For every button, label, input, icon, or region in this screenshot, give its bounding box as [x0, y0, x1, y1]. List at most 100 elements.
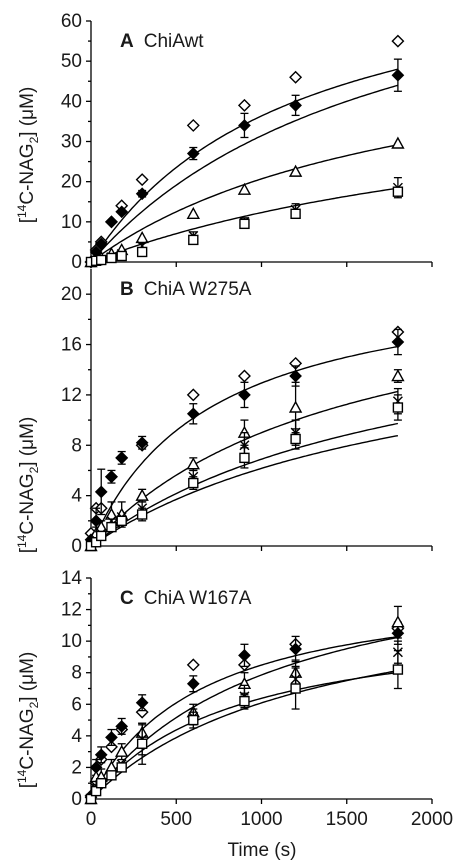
data-point-open-square [106, 770, 117, 781]
panel-name: ChiA W275A [144, 279, 252, 300]
y-tick-label: 20 [61, 284, 82, 305]
data-point-filled-diamond [94, 485, 108, 499]
x-tick-label: 500 [160, 809, 192, 830]
x-tick-label: 1000 [240, 809, 282, 830]
y-axis-title-part: ] (μM) [17, 417, 38, 467]
x-tick-label: 0 [86, 809, 97, 830]
panel-B: 0 4 8 12 16 20 B ChiA W275A [61, 269, 433, 557]
data-point-filled-diamond [391, 68, 405, 82]
data-point-filled-diamond [186, 407, 200, 421]
data-point-open-diamond [186, 118, 200, 132]
panel-A: 0 10 20 30 40 50 60 A ChiAwt [61, 11, 433, 273]
data-point-open-square [290, 208, 301, 220]
y-axis-title-part: 14 [15, 769, 29, 783]
data-point-open-diamond [186, 388, 200, 402]
data-point-open-square [106, 521, 117, 533]
y-tick-label: 10 [61, 631, 82, 652]
y-axis-title-part: [ [17, 217, 38, 223]
data-point-open-square [239, 695, 250, 707]
data-point-open-diamond [186, 658, 200, 672]
x-tick-label: 1500 [326, 809, 368, 830]
data-point-filled-diamond [238, 119, 251, 132]
series-square-open [85, 394, 404, 552]
data-point-open-square [392, 402, 404, 413]
data-point-open-triangle [391, 136, 405, 149]
data-point-open-square [239, 452, 250, 464]
y-tick-label: 8 [71, 663, 82, 684]
data-point-filled-diamond [238, 388, 251, 402]
y-tick-label: 4 [71, 486, 82, 507]
data-point-open-square [116, 250, 127, 262]
y-tick-label: 8 [71, 435, 82, 456]
y-tick-label: 0 [71, 789, 82, 810]
data-point-open-triangle [186, 457, 200, 470]
data-point-filled-diamond [89, 514, 103, 528]
panel-letter: A [120, 31, 134, 52]
y-axis-title-part: 2 [27, 701, 41, 708]
data-point-open-square [392, 664, 404, 675]
y-axis-title-part: C-NAG [17, 473, 38, 534]
fit-curve [90, 68, 399, 263]
y-axis-title-part: [ [17, 782, 38, 788]
data-point-open-square [96, 254, 107, 266]
y-axis-title-top: [14C-NAG2] (μM) [15, 87, 41, 224]
data-point-open-square [116, 515, 127, 527]
y-tick-label: 6 [71, 694, 82, 715]
data-point-open-diamond [289, 70, 303, 84]
data-point-open-triangle [104, 507, 119, 520]
y-tick-label: 60 [61, 11, 82, 32]
y-axis-title-bottom: [14C-NAG2] (μM) [15, 652, 41, 789]
series-square-open [85, 186, 404, 268]
data-point-open-square [290, 683, 301, 694]
data-point-filled-diamond [391, 335, 405, 349]
y-tick-label: 30 [61, 132, 82, 153]
data-point-open-triangle [391, 615, 405, 628]
data-point-open-triangle [288, 400, 303, 413]
panel-title: A ChiAwt [120, 31, 204, 52]
series-square-open [85, 649, 404, 805]
data-point-open-diamond [237, 98, 251, 112]
data-point-open-square [290, 433, 301, 445]
y-tick-label: 4 [71, 726, 82, 747]
y-tick-label: 50 [61, 51, 82, 72]
data-point-filled-diamond [238, 649, 251, 662]
panel-title: B ChiA W275A [120, 279, 252, 300]
data-point-open-square [106, 252, 117, 264]
data-point-filled-diamond [135, 436, 149, 450]
data-point-filled-diamond [115, 205, 129, 219]
y-tick-label: 16 [61, 335, 82, 356]
data-point-filled-diamond [105, 470, 118, 484]
y-axis-title-part: ] (μM) [17, 87, 38, 137]
data-point-open-diamond [391, 34, 405, 48]
data-point-open-square [188, 234, 199, 246]
data-point-open-square [188, 714, 199, 726]
y-tick-label: 12 [61, 385, 82, 406]
data-point-open-triangle [135, 488, 149, 501]
panel-letter: B [120, 279, 134, 300]
data-point-filled-diamond [135, 696, 149, 710]
series-cross [86, 387, 403, 551]
y-tick-label: 10 [61, 212, 82, 233]
data-point-filled-diamond [94, 748, 108, 762]
data-point-filled-diamond [135, 187, 149, 201]
data-point-filled-diamond [186, 147, 200, 160]
panel-name: ChiA W167A [144, 588, 252, 609]
y-tick-label: 12 [61, 600, 82, 621]
y-axis-title-part: [ [17, 547, 38, 553]
data-point-filled-diamond [94, 237, 108, 251]
series-diamond-filled [84, 328, 405, 547]
data-point-open-square [136, 509, 148, 520]
data-point-open-diamond [237, 369, 251, 383]
panel-C: 0 2 4 6 8 10 12 14 0 500 1000 1500 2000 C ChiA W167A [61, 568, 453, 830]
y-tick-label: 2 [71, 757, 82, 778]
y-axis-title-part: C-NAG [17, 708, 38, 769]
data-point-filled-diamond [289, 369, 302, 383]
data-point-open-triangle [115, 744, 129, 757]
data-point-filled-diamond [105, 215, 118, 229]
data-point-filled-diamond [115, 720, 129, 733]
data-point-open-triangle [237, 182, 252, 195]
y-axis-title-part: 2 [27, 136, 41, 143]
data-point-open-square [116, 762, 127, 773]
